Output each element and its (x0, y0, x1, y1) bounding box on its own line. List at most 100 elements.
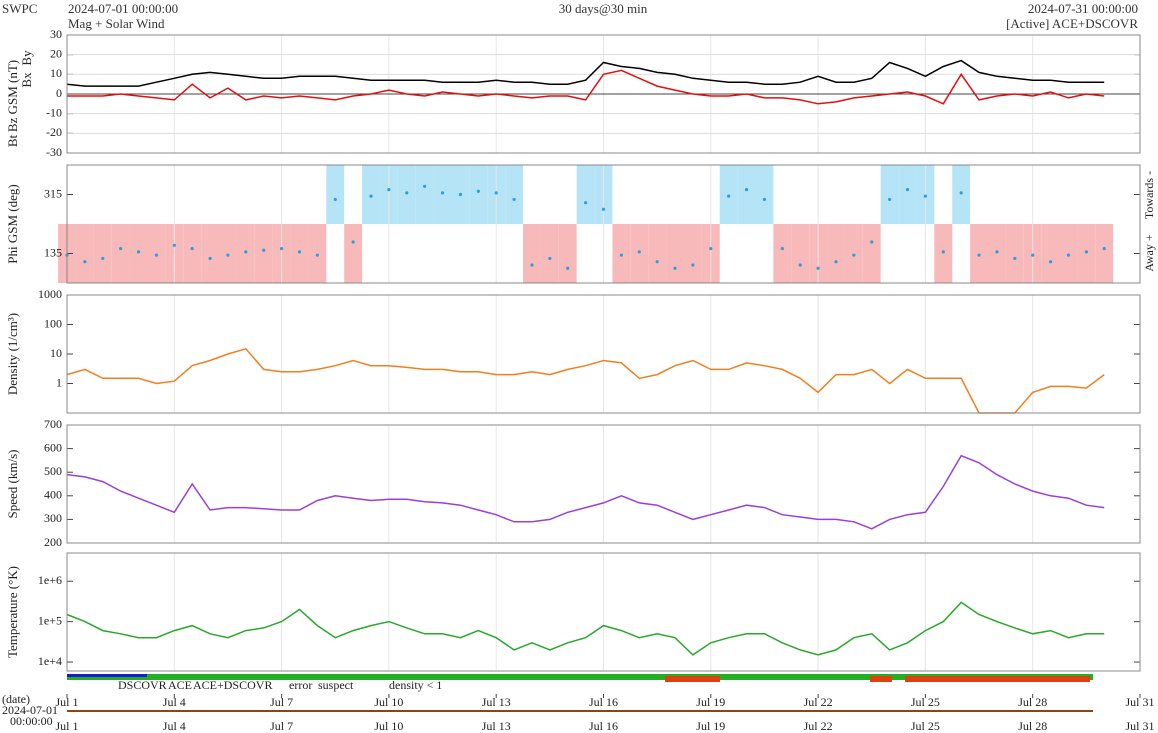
point (673, 266, 677, 270)
point (351, 240, 355, 244)
sector-shade (505, 165, 524, 224)
sector-shade (111, 224, 130, 283)
sector-shade (290, 224, 309, 283)
status-bar (67, 674, 1093, 680)
x-tick-label: Jul 28 (1018, 695, 1047, 709)
y-axis-label: Bx (19, 72, 34, 88)
y-axis-label: Phi GSM (deg) (5, 184, 20, 263)
point (119, 246, 123, 251)
point (83, 260, 87, 264)
status-segment (870, 676, 892, 682)
point (1066, 253, 1071, 257)
sector-shade (254, 224, 273, 283)
y-tick-label: 400 (44, 488, 62, 502)
sector-shade (1005, 224, 1024, 283)
end-time: 2024-07-31 00:00:00 (1028, 1, 1138, 16)
point (834, 260, 838, 264)
sector-shade (397, 165, 416, 224)
point (637, 250, 641, 254)
point (852, 253, 856, 257)
sector-shade (576, 165, 595, 224)
status-legend: density < 1 (389, 678, 442, 692)
sector-shade (934, 224, 953, 283)
status-legend: suspect (318, 678, 354, 692)
sector-shade (683, 224, 702, 283)
y-axis-label: Bz GSM (nT) (5, 60, 20, 132)
y-tick-label: -10 (46, 105, 62, 119)
sector-shade (719, 165, 738, 224)
point (440, 191, 445, 195)
point (1031, 253, 1035, 257)
sector-shade (898, 165, 917, 224)
sector-shade (201, 224, 220, 283)
sector-shade (1041, 224, 1060, 283)
sector-shade (75, 224, 94, 283)
y-axis-label: Bt (5, 134, 20, 147)
point (101, 256, 105, 261)
side-label: Away + (1142, 234, 1156, 272)
point (154, 253, 159, 257)
y-tick-label: 100 (44, 316, 62, 330)
x-tick-label: Jul 13 (482, 695, 511, 709)
status-segment (665, 676, 720, 682)
point (262, 248, 266, 252)
point (888, 197, 892, 202)
sector-shade (970, 224, 988, 283)
point (1102, 246, 1106, 251)
point (333, 197, 337, 202)
sector-shade (219, 224, 237, 283)
sector-shade (1095, 224, 1114, 283)
sector-shade (630, 224, 649, 283)
point (512, 197, 516, 202)
y-tick-label: 10 (50, 346, 62, 360)
sector-shade (308, 224, 327, 283)
y-tick-label: 1e+5 (38, 613, 62, 627)
status-segment (905, 676, 1090, 682)
status-legend: ACE+DSCOVR (193, 678, 272, 692)
point (405, 191, 409, 195)
point (691, 263, 695, 267)
y-tick-label: 1000 (38, 287, 62, 301)
point (870, 240, 874, 244)
sector-shade (773, 224, 792, 283)
status: [Active] ACE+DSCOVR (1006, 16, 1138, 31)
x-tick-label: Jul 13 (482, 719, 511, 733)
sector-shade (523, 224, 541, 283)
y-tick-label: 500 (44, 464, 62, 478)
point (476, 189, 480, 193)
point (709, 246, 713, 251)
x-tick-label: Jul 7 (270, 719, 293, 733)
sector-shade (326, 165, 345, 224)
y-axis-label: Density (1/cm³) (5, 313, 20, 395)
y-tick-label: 0 (56, 86, 62, 100)
point (584, 201, 588, 205)
time: 00:00:00 (10, 714, 53, 728)
series-line (66, 59, 1105, 87)
sector-shade (129, 224, 148, 283)
x-tick-label: Jul 25 (911, 719, 940, 733)
sector-shade (880, 165, 899, 224)
y-tick-label: 10 (50, 66, 62, 80)
y-tick-label: 315 (44, 186, 62, 200)
point (762, 197, 767, 202)
point (1013, 256, 1017, 261)
point (816, 266, 820, 270)
sector-shade (183, 224, 202, 283)
x-tick-label: Jul 10 (374, 719, 403, 733)
sector-shade (844, 224, 863, 283)
sector-shade (791, 224, 810, 283)
x-tick-label: Jul 22 (804, 695, 833, 709)
date: 2024-07-01 (2, 703, 58, 717)
x-tick-label: Jul 28 (1018, 719, 1047, 733)
y-tick-label: 600 (44, 440, 62, 454)
series-line (66, 454, 1105, 530)
point (727, 194, 731, 198)
x-tick-label: Jul 1 (55, 695, 78, 709)
point (172, 243, 176, 247)
sector-shade (469, 165, 488, 224)
point (136, 250, 141, 254)
point (780, 246, 784, 251)
series-line (66, 347, 1105, 414)
point (458, 192, 463, 197)
point (315, 253, 319, 257)
